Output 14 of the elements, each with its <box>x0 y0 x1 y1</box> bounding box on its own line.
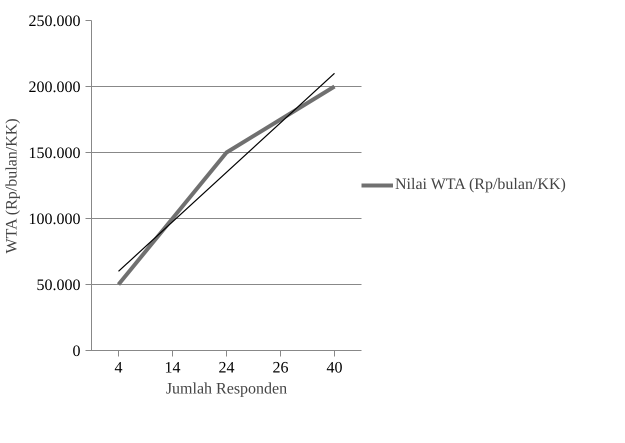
y-tick-label: 150.000 <box>28 145 80 162</box>
y-tick-label: 250.000 <box>28 13 80 30</box>
x-tick-label: 4 <box>114 360 122 376</box>
y-tick-label: 50.000 <box>36 277 80 294</box>
x-tick-label: 40 <box>326 360 342 376</box>
x-tick-label: 14 <box>164 360 180 376</box>
legend-label: Nilai WTA (Rp/bulan/KK) <box>395 176 566 194</box>
x-tick-label: 24 <box>218 360 234 376</box>
y-tick-label: 100.000 <box>28 211 80 228</box>
y-axis-title: WTA (Rp/bulan/KK) <box>4 118 20 254</box>
x-axis-title: Jumlah Responden <box>166 380 288 398</box>
y-tick-label: 0 <box>72 343 80 360</box>
y-tick-label: 200.000 <box>28 79 80 96</box>
x-tick-label: 26 <box>272 360 288 376</box>
